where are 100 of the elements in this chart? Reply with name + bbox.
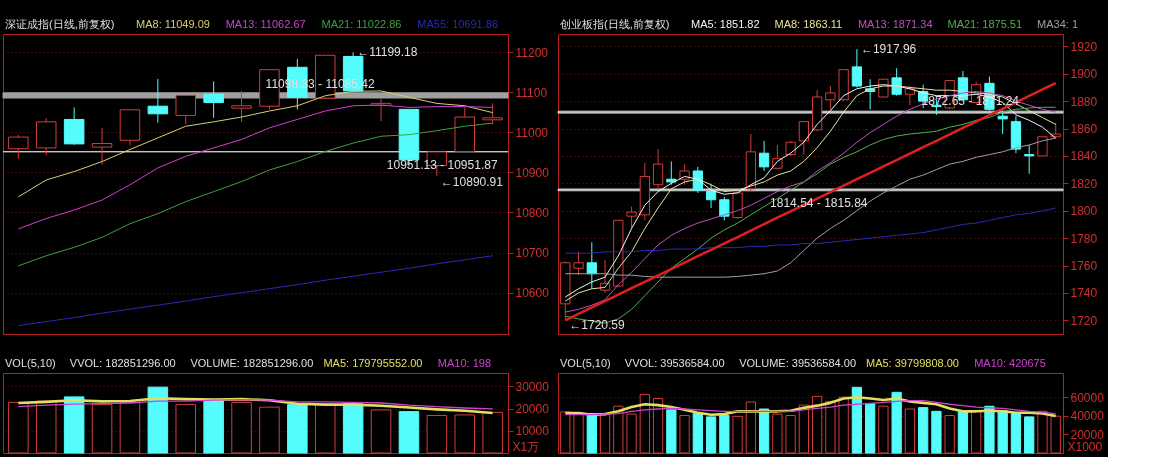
candlestick <box>626 206 637 230</box>
bar <box>1050 415 1061 454</box>
bar <box>918 407 929 454</box>
candlestick <box>175 94 197 125</box>
candlestick <box>825 85 836 110</box>
bar <box>314 403 336 454</box>
text: MA8: 1863.11 <box>774 18 843 30</box>
bar <box>91 403 113 454</box>
y-tick-label: 1720 <box>1070 313 1098 328</box>
candlestick <box>586 241 597 290</box>
bar <box>825 400 836 454</box>
bar <box>971 410 982 454</box>
bar <box>560 411 571 454</box>
bar <box>798 404 810 454</box>
y-tick-label: 1760 <box>1070 259 1098 274</box>
bar <box>147 386 169 454</box>
bar <box>931 410 942 454</box>
line-series <box>564 207 1057 254</box>
bar <box>666 409 677 454</box>
bar <box>63 396 85 454</box>
text: MA21: 11022.86 <box>321 18 402 30</box>
text: MA55: 10691.86 <box>417 18 499 30</box>
bar <box>175 403 197 454</box>
text: MA5: 179795552.00 <box>323 357 423 369</box>
text: MA5: 1851.82 <box>691 18 760 30</box>
bar <box>287 404 308 454</box>
bar <box>1010 413 1022 454</box>
text: MA13: 11062.67 <box>225 18 306 30</box>
chart-title: VOL(5,10) <box>560 357 611 369</box>
y-tick-label: 1880 <box>1070 94 1098 109</box>
text: MA8: 11049.09 <box>136 18 210 30</box>
candlestick <box>758 140 770 172</box>
candlestick <box>1037 136 1048 157</box>
bar <box>639 393 650 454</box>
bar <box>865 402 876 454</box>
candlestick <box>203 80 224 119</box>
bar <box>599 414 611 454</box>
y-tick-label: 10900 <box>515 165 550 180</box>
bar <box>342 403 364 454</box>
line-series <box>17 399 494 410</box>
y-tick-label: 30000 <box>515 379 550 394</box>
bar <box>1024 416 1035 454</box>
line-series <box>17 255 494 327</box>
y-tick-label: 1780 <box>1070 231 1098 246</box>
bar <box>679 415 690 454</box>
y-tick-label: 1900 <box>1070 67 1098 82</box>
chart-title: 创业板指(日线,前复权) <box>560 18 670 30</box>
candlestick <box>573 251 584 276</box>
candlestick <box>147 78 169 124</box>
bar <box>426 414 448 454</box>
bar <box>904 408 916 454</box>
y-tick-label: 1800 <box>1070 204 1098 219</box>
y-tick-label: 11200 <box>515 45 549 60</box>
bar <box>613 405 624 454</box>
bar <box>785 415 796 454</box>
y-tick-label: 1860 <box>1070 122 1098 137</box>
text: MA5: 39799808.00 <box>866 357 959 369</box>
bar <box>259 406 280 454</box>
bar <box>838 396 849 454</box>
candlestick <box>851 48 863 88</box>
bar <box>652 398 664 454</box>
bar <box>398 411 420 454</box>
series-label: VOLUME: 39536584.00 <box>739 357 857 369</box>
bar <box>997 410 1008 454</box>
annotation: ←1720.59 <box>569 318 625 333</box>
candlestick <box>798 121 810 156</box>
bar <box>732 415 743 454</box>
bar <box>878 405 889 454</box>
bar <box>626 413 637 454</box>
candlestick <box>652 148 664 190</box>
y-tick-label: 1740 <box>1070 286 1098 301</box>
bar <box>944 415 955 454</box>
candlestick <box>1024 144 1035 175</box>
y-axis-title: X1万 <box>512 439 540 454</box>
bar <box>758 408 770 454</box>
text: MA34: 1 <box>1037 18 1079 30</box>
y-tick-label: 1920 <box>1070 39 1098 54</box>
y-tick-label: 1820 <box>1070 176 1098 191</box>
text: VVOL: 39536584.00 <box>624 357 725 369</box>
candlestick <box>8 134 29 160</box>
y-tick-label: 10800 <box>515 205 550 220</box>
y-tick-label: 60000 <box>1070 390 1105 405</box>
y-tick-label: 11100 <box>515 85 548 100</box>
y-tick-label: 20000 <box>515 402 550 417</box>
text: MA10: 420675 <box>974 357 1046 369</box>
bar <box>586 413 597 454</box>
y-tick-label: 10700 <box>515 246 550 261</box>
bar <box>851 386 863 454</box>
bar <box>231 401 252 454</box>
bar <box>957 410 969 454</box>
bar <box>454 414 476 454</box>
bar <box>811 395 823 454</box>
bar <box>1037 410 1048 454</box>
bar <box>370 409 392 454</box>
candlestick <box>231 90 252 123</box>
y-tick-label: 20000 <box>1070 427 1105 442</box>
y-tick-label: 10600 <box>515 286 550 301</box>
y-axis-title: X1000 <box>1067 439 1103 454</box>
text: MA10: 198 <box>437 357 491 369</box>
bar <box>719 415 730 454</box>
